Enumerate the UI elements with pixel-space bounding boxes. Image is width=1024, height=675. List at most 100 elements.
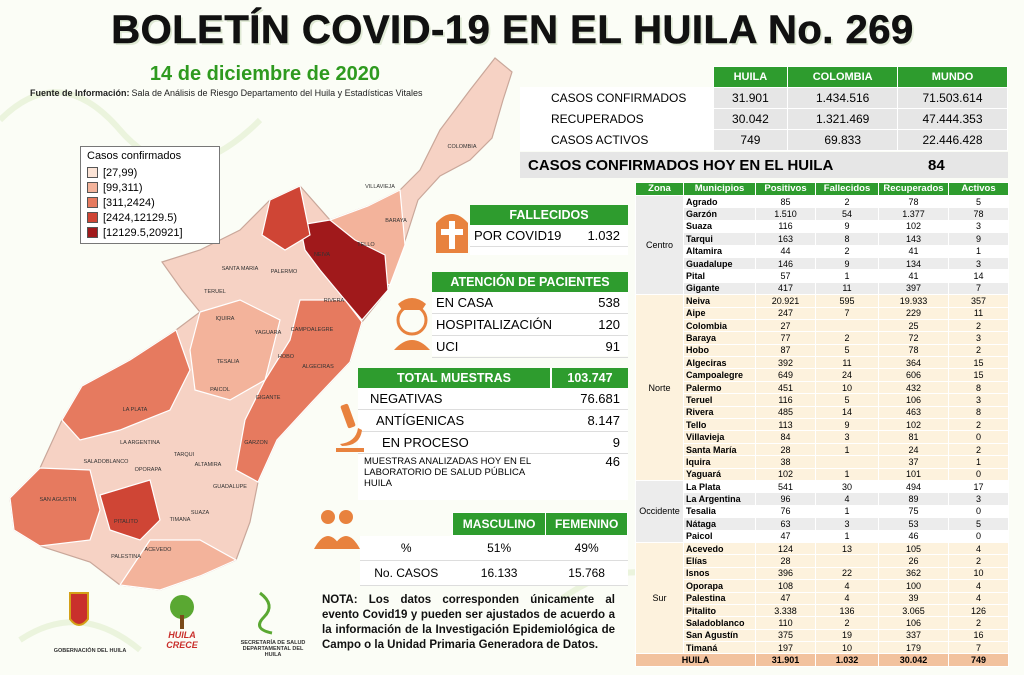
zone-label: Norte: [635, 294, 684, 481]
summary-header: COLOMBIA: [787, 66, 899, 88]
municipal-row: Guadalupe 146 9 134 3: [636, 256, 1009, 271]
logo-tree: [170, 595, 194, 619]
samples-title: TOTAL MUESTRAS: [358, 368, 550, 388]
summary-value: 1.434.516: [787, 86, 899, 109]
municipal-value: 3: [815, 430, 879, 444]
municipality: Aipe: [683, 306, 756, 320]
map-legend: Casos confirmados [27,99) [99,311) [311,24…: [80, 146, 220, 244]
sex-value: 51%: [452, 535, 546, 561]
municipal-value: 78: [878, 343, 949, 358]
municipal-value: 102: [878, 219, 949, 234]
municipal-value: 10: [948, 566, 1009, 581]
municipal-value: 375: [755, 628, 816, 643]
municipal-value: 337: [878, 628, 949, 643]
municipal-value: 19.933: [878, 294, 949, 308]
municipal-value: 24: [815, 368, 879, 382]
municipal-row: Oporapa 108 4 100 4: [636, 579, 1009, 593]
total-value: 31.901: [755, 653, 816, 667]
municipal-value: 116: [755, 393, 816, 407]
municipal-value: 78: [948, 207, 1009, 221]
summary-value: 749: [712, 128, 789, 151]
today-value: 84: [928, 156, 945, 174]
municipal-row: Isnos 396 22 362 10: [636, 566, 1009, 581]
tube: [340, 403, 356, 429]
attention-label: EN CASA: [436, 295, 494, 310]
map-label: GUADALUPE: [213, 484, 247, 490]
summary-row: CASOS ACTIVOS 749 69.833 22.446.428: [520, 128, 1008, 151]
summary-corner: [521, 67, 714, 88]
municipal-value: 113: [755, 418, 816, 432]
municipal-row: Yaguará 102 1 101 0: [636, 467, 1009, 482]
municipality: Algeciras: [683, 356, 756, 370]
logo-label: GOBERNACIÓN DEL HUILA: [53, 648, 127, 654]
samples-value: 8.147: [587, 413, 620, 428]
total-value: 1.032: [815, 653, 879, 667]
municipal-value: 364: [878, 356, 949, 370]
summary-value: 47.444.353: [897, 107, 1008, 130]
municipal-value: 24: [878, 442, 949, 457]
municipal-row: Rivera 485 14 463 8: [636, 405, 1009, 420]
municipality: Pitalito: [683, 603, 756, 618]
municipal-value: 14: [948, 269, 1009, 283]
municipal-value: 3: [948, 219, 1009, 234]
municipal-value: 57: [755, 269, 816, 283]
municipal-value: 9: [815, 256, 879, 271]
today-label: CASOS CONFIRMADOS HOY EN EL HUILA: [528, 156, 834, 174]
municipal-header: Recuperados: [878, 182, 949, 196]
municipality: Saladoblanco: [683, 616, 756, 630]
municipal-value: 179: [878, 641, 949, 655]
municipality: Isnos: [683, 566, 756, 581]
municipal-value: [815, 554, 879, 568]
municipal-value: 19: [815, 628, 879, 643]
sex-label: %: [360, 535, 453, 561]
municipal-header-row: Zona Municipios Positivos Fallecidos Recuper…: [635, 182, 1009, 196]
municipality: La Argentina: [683, 492, 756, 506]
municipal-value: 22: [815, 566, 879, 581]
samples-label: MUESTRAS ANALIZADAS HOY EN EL LABORATORI…: [364, 456, 531, 489]
municipal-value: 14: [815, 405, 879, 420]
attention-value: 91: [605, 339, 620, 354]
municipal-value: 1: [815, 467, 879, 482]
municipal-value: 63: [755, 517, 816, 531]
samples-row: EN PROCESO 9: [358, 432, 628, 454]
municipal-value: 5: [815, 393, 879, 407]
municipal-value: 229: [878, 306, 949, 320]
municipal-row: San Agustín 375 19 337 16: [636, 628, 1009, 643]
municipal-value: 106: [878, 393, 949, 407]
samples-value: 9: [612, 435, 620, 450]
municipal-value: 247: [755, 306, 816, 320]
legend-swatch: [87, 197, 98, 208]
municipal-value: 10: [815, 641, 879, 655]
municipal-value: 54: [815, 207, 879, 221]
municipal-value: 53: [878, 517, 949, 531]
municipal-value: 124: [755, 541, 816, 556]
municipal-value: [815, 318, 879, 333]
municipal-row: Norte Neiva 20.921 595 19.933 357: [635, 294, 1009, 481]
municipal-value: 3: [948, 492, 1009, 506]
municipal-value: 595: [815, 294, 879, 308]
map-region: [261, 185, 311, 251]
map-label: PALERMO: [271, 269, 298, 275]
municipal-header: Positivos: [755, 182, 816, 196]
municipal-row: Gigante 417 11 397 7: [636, 281, 1009, 296]
map-label: ACEVEDO: [145, 547, 173, 553]
municipality: Iquira: [683, 455, 756, 469]
municipal-value: 3: [948, 256, 1009, 271]
samples-box: TOTAL MUESTRAS 103.747 NEGATIVAS 76.681 AN…: [358, 368, 628, 500]
map-label: GIGANTE: [256, 395, 281, 401]
attention-label: UCI: [436, 339, 459, 354]
legend-item: [99,311): [87, 180, 213, 195]
sex-value: 49%: [545, 535, 628, 561]
map-label: LA PLATA: [123, 407, 148, 413]
municipal-value: 3: [948, 331, 1009, 345]
body: [394, 340, 430, 350]
municipal-row: Colombia 27 25 2: [636, 318, 1009, 333]
municipality: Campoalegre: [683, 368, 756, 382]
map-region: [189, 299, 281, 401]
municipal-value: 1.377: [878, 207, 949, 221]
municipal-value: 44: [755, 244, 816, 258]
attention-title: ATENCIÓN DE PACIENTES: [432, 272, 628, 292]
attention-row: HOSPITALIZACIÓN 120: [432, 314, 628, 336]
municipality: Santa María: [683, 442, 756, 457]
